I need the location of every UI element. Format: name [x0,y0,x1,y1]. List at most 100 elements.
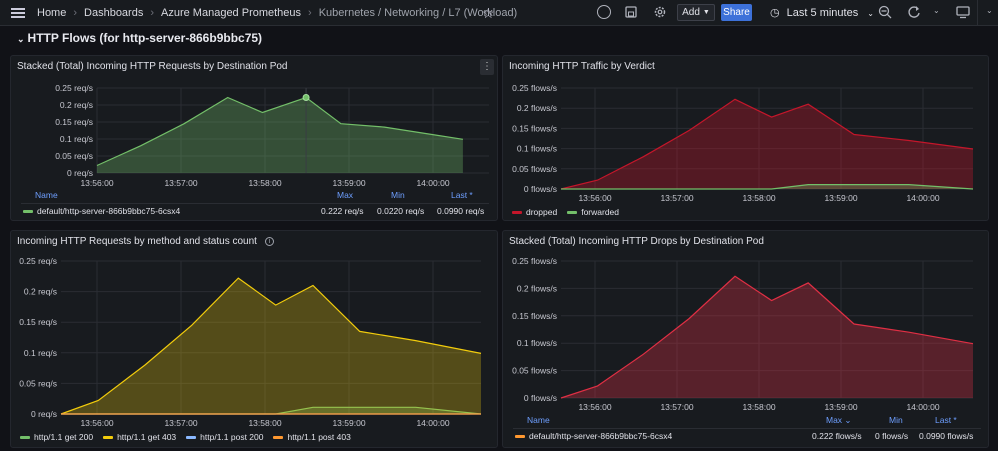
x-tick-label: 13:57:00 [164,418,197,428]
y-tick-label: 0.05 flows/s [512,164,557,174]
legend-header-max[interactable]: Max [337,190,353,200]
legend-series-name: default/http-server-866b9bbc75-6csx4 [529,431,673,441]
legend-label: http/1.1 get 403 [117,432,177,442]
legend-header-last[interactable]: Last * [451,190,473,200]
legend-series-name: default/http-server-866b9bbc75-6csx4 [37,206,181,216]
legend-item-post-403[interactable]: http/1.1 post 403 [273,432,351,442]
legend-item-post-200[interactable]: http/1.1 post 200 [186,432,263,442]
legend-header-min[interactable]: Min [391,190,405,200]
series-area [561,99,973,189]
x-tick-label: 13:59:00 [332,418,365,428]
breadcrumb-folder[interactable]: Azure Managed Prometheus [161,7,302,19]
divider [21,203,489,204]
add-button[interactable]: Add ▼ [677,4,715,21]
time-range-picker[interactable]: ◷ Last 5 minutes ⌄ [770,6,874,19]
legend-swatch [103,436,114,440]
legend-header-label: Name [35,190,58,200]
breadcrumb-separator: › [308,7,312,19]
series-area [61,278,481,414]
legend-swatch [186,436,197,440]
legend-swatch [515,435,525,439]
panel-title: Stacked (Total) Incoming HTTP Drops by D… [509,236,764,247]
hover-point [302,94,310,102]
series-area [561,184,973,189]
x-tick-label: 13:59:00 [332,178,365,188]
share-button[interactable]: Share [721,4,752,21]
x-tick-label: 14:00:00 [906,193,939,203]
legend-header-name[interactable]: Name [527,415,550,425]
legend-label: dropped [526,207,558,217]
legend-value-max: 0.222 flows/s [812,431,862,441]
legend-label: http/1.1 post 403 [287,432,351,442]
y-tick-label: 0.15 req/s [55,117,93,127]
legend-swatch [20,436,30,440]
x-tick-label: 13:57:00 [660,193,693,203]
breadcrumb: Home › Dashboards › Azure Managed Promet… [37,7,517,19]
gear-icon[interactable] [653,5,667,19]
panel-requests-by-method: Incoming HTTP Requests by method and sta… [10,230,498,448]
panel-title: Incoming HTTP Requests by method and sta… [17,236,274,247]
clock-icon: ◷ [770,7,780,19]
breadcrumb-home[interactable]: Home [37,7,67,19]
x-tick-label: 13:56:00 [80,418,113,428]
legend-header-last[interactable]: Last * [935,415,957,425]
series-line [560,98,974,190]
legend-row[interactable]: default/http-server-866b9bbc75-6csx4 [515,431,672,441]
legend-label: http/1.1 get 200 [34,432,94,442]
series-line [96,96,463,167]
refresh-icon[interactable] [907,5,921,19]
breadcrumb-dashboards[interactable]: Dashboards [84,7,144,19]
chevron-down-icon[interactable]: ⌄ [933,6,940,15]
legend-item-get-200[interactable]: http/1.1 get 200 [20,432,93,442]
legend-label: forwarded [581,207,620,217]
legend-header-min[interactable]: Min [889,415,903,425]
legend-item-get-403[interactable]: http/1.1 get 403 [103,432,176,442]
x-tick-label: 13:58:00 [248,178,281,188]
save-icon[interactable] [625,6,637,18]
legend-header-max[interactable]: Max ⌄ [826,415,852,426]
info-icon[interactable] [597,5,611,19]
panel-menu-icon[interactable]: ⋮ [480,59,494,75]
legend-swatch [512,211,522,215]
legend-item-forwarded[interactable]: forwarded [567,207,619,217]
breadcrumb-dashboard-title: Kubernetes / Networking / L7 (Workload) [318,7,518,19]
chart-drops-by-pod: 0 flows/s 0.05 flows/s 0.1 flows/s 0.15 flo… [512,256,974,412]
info-icon[interactable]: i [264,236,274,246]
chevron-down-icon: ⌄ [867,9,874,18]
y-tick-label: 0.2 req/s [24,287,57,297]
divider [513,428,981,429]
legend-row[interactable]: default/http-server-866b9bbc75-6csx4 [23,206,180,216]
y-tick-label: 0.05 req/s [19,378,57,388]
series-line [60,277,482,415]
series-line [560,275,974,399]
time-range-label: Last 5 minutes [786,7,859,19]
legend-value-max: 0.222 req/s [321,206,364,216]
legend-item-dropped[interactable]: dropped [512,207,557,217]
star-icon[interactable]: ☆ [482,5,495,21]
y-tick-label: 0.1 req/s [60,134,93,144]
x-tick-label: 13:58:00 [742,193,775,203]
menu-icon[interactable] [11,8,25,18]
x-tick-label: 13:56:00 [578,402,611,412]
add-button-label: Add [682,7,700,18]
legend-header-label: Min [391,190,405,200]
legend-swatch [273,436,284,440]
chart-requests-by-method: 0 req/s 0.05 req/s 0.1 req/s 0.15 req/s 0.2 … [19,256,482,428]
zoom-out-icon[interactable] [878,5,892,19]
x-tick-label: 13:57:00 [164,178,197,188]
x-tick-label: 13:57:00 [660,402,693,412]
tv-mode-icon[interactable] [956,5,970,19]
x-tick-label: 13:58:00 [248,418,281,428]
y-tick-label: 0 req/s [67,168,93,178]
y-tick-label: 0.15 flows/s [512,311,557,321]
y-tick-label: 0.2 flows/s [517,283,557,293]
y-tick-label: 0.2 flows/s [517,103,557,113]
x-tick-label: 13:56:00 [578,193,611,203]
legend: dropped forwarded [512,207,619,217]
legend-header-name[interactable]: Name [35,190,58,200]
legend-header-label: Min [889,415,903,425]
panel-drops-by-pod: Stacked (Total) Incoming HTTP Drops by D… [502,230,989,448]
legend-value-last: 0.0990 req/s [437,206,485,216]
chevron-down-icon[interactable]: ⌄ [986,6,993,15]
row-header[interactable]: ⌄ HTTP Flows (for http-server-866b9bbc75) [17,31,262,45]
